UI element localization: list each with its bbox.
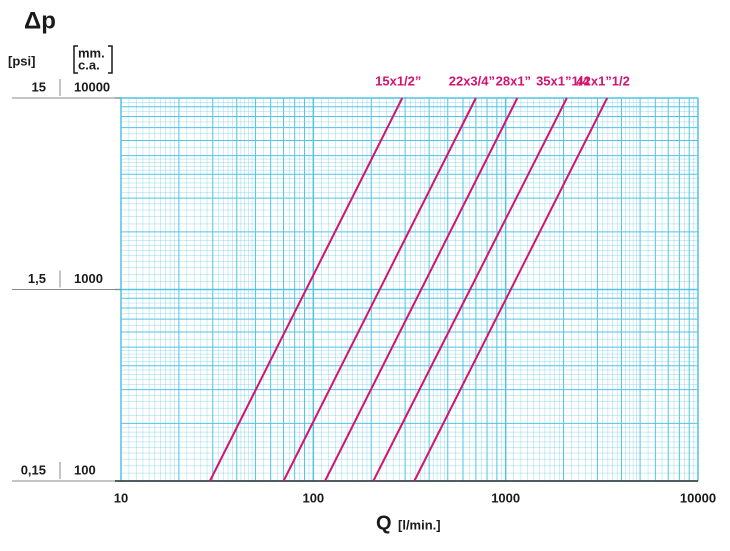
y2-tick-label: 0,15: [21, 462, 46, 477]
x-axis-label: Q: [376, 512, 392, 534]
x-tick-label: 10000: [680, 490, 716, 505]
y-axis-label: mm.: [78, 45, 105, 60]
series-line: [413, 97, 609, 482]
x-tick-label: 100: [302, 490, 324, 505]
y2-axis-label: [psi]: [8, 53, 35, 68]
y-tick-label: 10000: [74, 79, 110, 94]
x-tick-label: 10: [114, 490, 128, 505]
series-line: [209, 97, 404, 482]
y2-tick-label: 15: [32, 79, 46, 94]
bracket: [108, 45, 113, 74]
series-label: 35x1”1/4: [536, 73, 590, 88]
series-label: 22x3/4”: [449, 73, 495, 88]
series-label: 15x1/2”: [375, 73, 421, 88]
series-line: [324, 97, 519, 482]
series-label: 28x1”: [496, 73, 531, 88]
bracket: [73, 45, 78, 74]
y2-tick-label: 1,5: [28, 271, 46, 286]
series-label: 42x1”1/2: [576, 73, 630, 88]
series-line: [372, 97, 568, 482]
chart-title: Δp: [24, 7, 56, 34]
x-tick-label: 1000: [491, 490, 520, 505]
x-axis-unit: [l/min.]: [398, 517, 441, 532]
series-line: [282, 97, 477, 482]
y-tick-label: 100: [74, 462, 96, 477]
y-tick-label: 1000: [74, 271, 103, 286]
y-axis-label: c.a.: [78, 57, 100, 72]
